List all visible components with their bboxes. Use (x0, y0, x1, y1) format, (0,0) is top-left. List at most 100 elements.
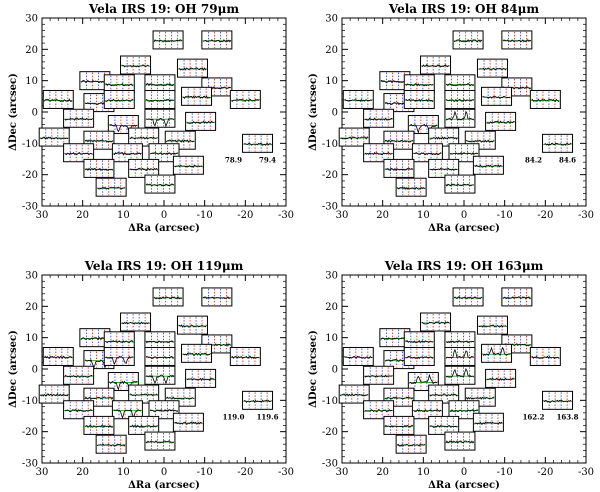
spectrum-trace (43, 98, 73, 102)
spaxel-spectrum (403, 74, 435, 94)
spectrum-trace (64, 151, 93, 156)
spaxel-spectrum (181, 343, 213, 363)
spectrum-trace (482, 346, 511, 356)
y-tick-label: 10 (325, 333, 338, 344)
spectrum-trace (384, 167, 414, 172)
x-tick-label: -10 (497, 210, 513, 221)
spectrum-trace (105, 83, 134, 87)
spaxel-spectrum (428, 127, 460, 147)
spaxel-frame (128, 384, 160, 404)
spaxel-spectrum (128, 384, 160, 404)
spaxel-spectrum (403, 346, 435, 366)
spaxel-spectrum (472, 412, 504, 432)
spaxel-spectrum (428, 384, 460, 404)
spaxel-frame (144, 431, 176, 451)
spaxel-spectrum (38, 127, 70, 147)
spectrum-trace (445, 183, 474, 187)
spaxel-frame (411, 400, 443, 420)
panel-1: Vela IRS 19: OH 79μm 30 20 10 0 -10 -20 -30 -30 -… (8, 2, 294, 234)
spectrum-trace (105, 98, 134, 102)
spaxel-frame (501, 30, 533, 50)
spaxel-spectrum (201, 30, 233, 50)
y-tick-label: -10 (22, 396, 38, 407)
spaxel-spectrum (476, 58, 508, 78)
spectrum-trace (474, 164, 503, 168)
spaxel-spectrum (363, 143, 395, 163)
spaxel-spectrum (452, 287, 484, 307)
spaxel-spectrum (395, 177, 427, 197)
spaxel-spectrum (144, 89, 176, 109)
panel-3: Vela IRS 19: OH 119μm 30 20 10 0 -10 -20 -30 -30… (8, 259, 294, 491)
spaxel-frame (148, 400, 180, 420)
spaxel-frame (428, 415, 460, 435)
spectrum-trace (129, 167, 159, 171)
x-tick-label: -30 (578, 467, 594, 478)
spaxel-spectrum (185, 368, 217, 388)
spaxel-frame (481, 86, 513, 106)
spectrum-trace (413, 408, 442, 413)
spaxel-spectrum (111, 143, 143, 163)
spectrum-trace (478, 324, 507, 328)
spectrum-trace (429, 136, 459, 140)
spectrum-trace (364, 374, 393, 378)
spaxel-spectrum (103, 346, 135, 366)
chart-title: Vela IRS 19: OH 163μm (384, 259, 544, 273)
spaxel-frame (383, 415, 415, 435)
spaxel-spectrum (111, 400, 143, 420)
x-tick-label: 30 (36, 210, 49, 221)
x-tick-label: 20 (376, 467, 389, 478)
wavelength-label-right: 79.4 (259, 155, 276, 164)
spectrum-trace (449, 151, 479, 155)
y-axis-label: ΔDec (arcsec) (308, 73, 319, 151)
x-tick-label: 20 (376, 210, 389, 221)
spectrum-trace (449, 408, 479, 413)
spaxel-spectrum (38, 384, 70, 404)
spectrum-trace (96, 443, 126, 447)
spectrum-trace (145, 374, 175, 385)
spaxel-frame (42, 89, 74, 109)
spectrum-trace (64, 117, 93, 121)
y-tick-label: -20 (322, 427, 338, 438)
spaxel-spectrum (481, 86, 513, 106)
x-tick-label: -10 (197, 210, 213, 221)
x-tick-label: 20 (76, 210, 89, 221)
spectrum-trace (502, 296, 531, 300)
x-tick-label: 10 (417, 210, 430, 221)
spectrum-trace (429, 167, 458, 171)
wavelength-label-right: 163.8 (557, 412, 579, 421)
spectrum-trace (145, 83, 175, 87)
spaxel-frame (420, 55, 452, 75)
y-tick-label: 20 (325, 302, 338, 313)
spaxel-spectrum (481, 343, 513, 363)
spaxel-frame (95, 434, 127, 454)
y-tick-label: -30 (322, 459, 338, 470)
spaxel-spectrum (229, 346, 261, 366)
spaxel-spectrum (338, 127, 370, 147)
spectrum-trace (421, 321, 450, 325)
spaxel-frame (172, 155, 204, 175)
spectrum-trace (474, 421, 503, 425)
wavelength-label-left: 78.9 (225, 155, 242, 164)
spectrum-trace (202, 296, 232, 300)
spectrum-trace (113, 409, 142, 420)
spectrum-trace (445, 83, 475, 87)
spaxel-frame (83, 415, 115, 435)
spaxel-frame (403, 346, 435, 366)
y-tick-label: -20 (22, 170, 38, 181)
spaxel-spectrum (444, 431, 476, 451)
spectrum-trace (466, 139, 495, 143)
spectrum-trace (178, 324, 207, 328)
spaxel-frame (38, 127, 70, 147)
spaxel-spectrum (181, 86, 213, 106)
spectrum-trace (149, 408, 179, 412)
spectrum-trace (384, 139, 414, 143)
spectrum-trace (105, 340, 134, 344)
x-tick-label: -20 (537, 467, 553, 478)
spaxel-frame (229, 346, 261, 366)
spectrum-trace (405, 355, 434, 360)
x-tick-label: 30 (36, 467, 49, 478)
spectrum-trace (429, 393, 458, 397)
spaxel-frame (120, 55, 152, 75)
spaxel-frame (444, 108, 476, 128)
spaxel-spectrum (103, 89, 135, 109)
